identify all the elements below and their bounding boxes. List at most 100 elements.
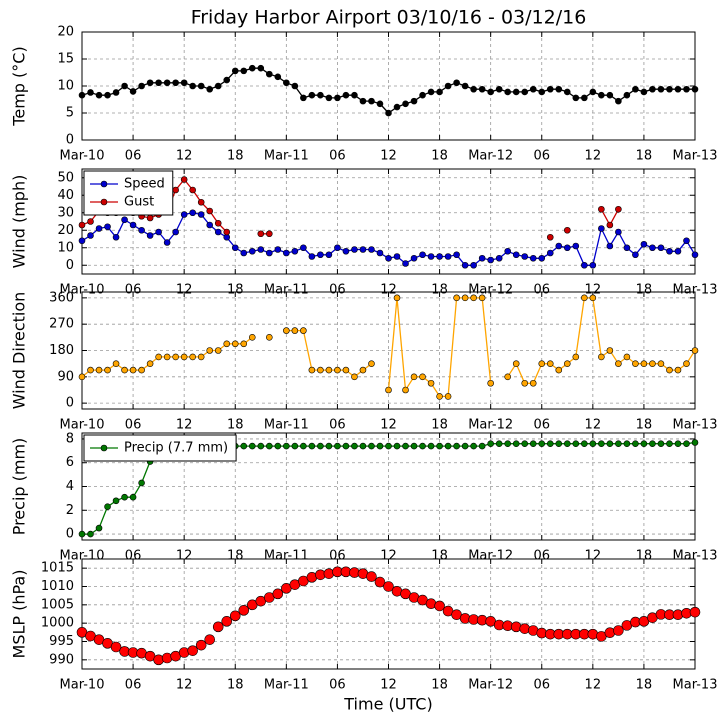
data-point (410, 373, 418, 381)
legend-label: Precip (7.7 mm) (124, 441, 228, 456)
data-point (512, 440, 520, 448)
data-point (189, 82, 196, 90)
data-point (419, 442, 426, 450)
data-point (366, 571, 377, 582)
data-point (666, 85, 673, 93)
data-point (606, 347, 614, 354)
data-point (368, 97, 375, 105)
data-point (197, 353, 205, 361)
data-point (121, 216, 128, 224)
data-point (563, 244, 571, 252)
data-point (112, 233, 120, 241)
data-point (257, 246, 265, 253)
data-point (248, 247, 256, 255)
data-point (146, 214, 154, 222)
data-point (632, 360, 639, 367)
data-point (189, 209, 196, 217)
data-point (317, 251, 324, 259)
x-tick-label: 12 (176, 283, 193, 298)
x-tick-label: 06 (329, 149, 346, 164)
x-tick-label: Mar-12 (468, 283, 513, 298)
data-point (470, 294, 477, 302)
data-point (546, 360, 554, 367)
data-point (512, 360, 520, 367)
data-point (325, 366, 333, 374)
x-tick-label: 06 (125, 149, 142, 164)
y-tick-label: 180 (49, 343, 74, 358)
data-point (231, 67, 239, 75)
data-point (674, 440, 682, 448)
x-tick-label: 18 (227, 678, 244, 693)
data-point (546, 440, 554, 448)
x-tick-label: 06 (533, 283, 550, 298)
data-point (359, 97, 367, 105)
data-point (615, 205, 622, 213)
data-point (266, 70, 273, 78)
data-point (121, 493, 128, 501)
data-point (180, 176, 188, 183)
x-tick-label: 18 (431, 418, 448, 433)
data-point (138, 226, 145, 234)
x-tick-label: 18 (227, 283, 244, 298)
data-point (581, 261, 588, 269)
data-point (138, 366, 145, 374)
data-point (129, 88, 137, 95)
data-point (649, 360, 656, 367)
data-point (334, 366, 341, 374)
data-point (444, 253, 452, 260)
data-point (231, 244, 239, 252)
data-point (308, 253, 316, 260)
data-point (453, 251, 460, 259)
data-point (632, 251, 639, 259)
data-point (308, 366, 316, 374)
data-point (393, 103, 401, 111)
data-point (342, 91, 350, 99)
x-tick-label: 12 (380, 549, 397, 564)
data-point (478, 294, 486, 302)
y-tick-label: 1015 (41, 561, 74, 576)
x-tick-label: 06 (533, 149, 550, 164)
data-point (376, 442, 384, 450)
data-point (529, 85, 537, 93)
data-point (538, 88, 546, 96)
data-point (351, 246, 358, 253)
y-tick-label: 0 (66, 527, 74, 542)
data-point (521, 440, 529, 448)
data-point (104, 91, 111, 99)
data-point (691, 85, 699, 93)
data-point (615, 97, 622, 105)
x-tick-label: 12 (585, 149, 602, 164)
x-tick-label: Mar-13 (673, 283, 718, 298)
data-point (325, 442, 333, 450)
x-tick-label: Mar-13 (673, 149, 718, 164)
data-point (376, 100, 384, 108)
data-point (434, 600, 445, 612)
data-point (291, 327, 299, 334)
data-point (274, 246, 282, 253)
y-tick-label: 10 (57, 240, 74, 255)
y-tick-label: 10 (57, 79, 74, 94)
data-point (613, 625, 624, 636)
x-tick-label: 12 (585, 283, 602, 298)
data-point (436, 88, 443, 96)
data-point (368, 442, 375, 450)
data-point (606, 221, 614, 229)
y-tick-label: 40 (57, 188, 74, 203)
data-point (666, 440, 673, 448)
data-point (649, 244, 656, 252)
x-tick-label: 06 (533, 678, 550, 693)
x-tick-label: Mar-13 (673, 678, 718, 693)
data-point (683, 237, 690, 245)
data-point (546, 233, 554, 241)
x-tick-label: 12 (176, 149, 193, 164)
data-point (266, 249, 273, 257)
data-point (427, 442, 435, 450)
data-point (640, 440, 648, 448)
x-tick-label: 12 (380, 283, 397, 298)
data-point (461, 82, 469, 90)
data-point (214, 219, 222, 227)
data-point (495, 440, 503, 448)
data-point (238, 605, 250, 616)
data-point (598, 440, 605, 448)
data-point (272, 588, 284, 600)
